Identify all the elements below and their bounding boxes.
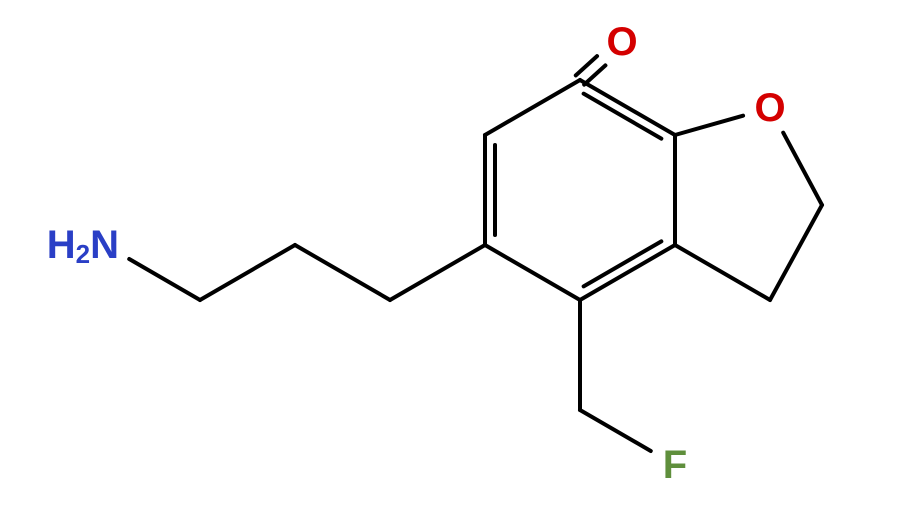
o-label: O: [606, 20, 637, 64]
background: [0, 0, 915, 507]
f-label: F: [663, 443, 687, 487]
o-label: O: [754, 86, 785, 130]
molecule-canvas: H2NFOO: [0, 0, 915, 507]
